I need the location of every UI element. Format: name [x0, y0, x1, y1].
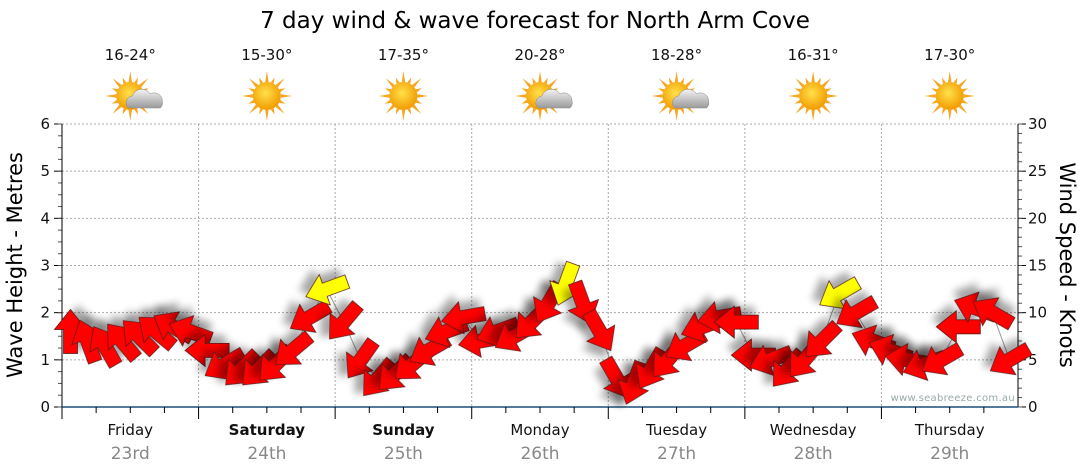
left-tick-label: 1 — [40, 351, 50, 369]
wind-arrow — [972, 297, 1016, 331]
cloud-shape — [125, 88, 163, 109]
left-axis-label: Wave Height - Metres — [3, 152, 27, 378]
wind-arrow — [329, 300, 364, 340]
sun-cloud-icon — [105, 71, 163, 121]
cloud-shape — [535, 88, 573, 109]
right-tick-label: 15 — [1028, 257, 1047, 275]
wind-arrow — [989, 342, 1033, 376]
temperature-range: 16-31° — [788, 46, 839, 64]
wind-arrow — [53, 308, 88, 354]
left-tick-label: 0 — [40, 398, 50, 416]
sun-cloud-icon — [651, 71, 710, 121]
temperature-range: 16-24° — [105, 46, 156, 64]
wind-arrow — [184, 333, 230, 368]
temperature-range: 15-30° — [241, 46, 292, 64]
wind-arrow-strong — [305, 273, 351, 306]
day-label: Sunday — [372, 421, 435, 439]
right-tick-label: 10 — [1028, 304, 1047, 322]
wind-arrow — [107, 323, 142, 363]
wind-arrow — [935, 309, 981, 344]
date-label: 25th — [384, 444, 423, 464]
wind-arrow-strong — [819, 276, 862, 310]
day-label: Tuesday — [645, 421, 707, 439]
wind-arrow — [713, 305, 759, 339]
right-tick-label: 20 — [1028, 209, 1047, 227]
wind-arrow — [749, 344, 795, 377]
left-tick-label: 3 — [40, 257, 50, 275]
wind-arrow — [275, 330, 315, 365]
sun-icon — [241, 71, 292, 121]
day-label: Saturday — [229, 421, 306, 439]
right-tick-label: 30 — [1028, 115, 1047, 133]
wind-arrow — [836, 295, 879, 329]
temperature-range: 18-28° — [651, 46, 702, 64]
date-label: 24th — [247, 444, 286, 464]
wind-arrow — [122, 320, 160, 358]
sun-icon — [924, 71, 975, 121]
wind-arrow — [730, 338, 776, 372]
date-label: 29th — [930, 444, 969, 464]
sun-icon — [788, 71, 839, 121]
sun-icon — [378, 71, 429, 121]
sun-cloud-icon — [515, 71, 573, 121]
wind-arrow — [346, 337, 380, 379]
wind-arrow — [440, 301, 487, 335]
left-tick-label: 2 — [40, 304, 50, 322]
day-label: Wednesday — [770, 421, 857, 439]
left-tick-label: 4 — [40, 209, 50, 227]
day-label: Friday — [108, 421, 154, 439]
right-tick-label: 0 — [1028, 398, 1038, 416]
date-label: 27th — [657, 444, 696, 464]
right-tick-label: 5 — [1028, 351, 1038, 369]
wind-arrow — [138, 316, 178, 352]
temperature-range: 17-30° — [924, 46, 975, 64]
watermark: www.seabreeze.com.au — [891, 393, 1015, 404]
wind-arrow — [805, 319, 843, 358]
wind-arrow — [921, 342, 965, 376]
cloud-shape — [672, 88, 710, 109]
right-tick-label: 25 — [1028, 162, 1047, 180]
day-label: Monday — [510, 421, 569, 439]
chart-title: 7 day wind & wave forecast for North Arm… — [260, 8, 810, 34]
left-tick-label: 5 — [40, 162, 50, 180]
right-axis-label: Wind Speed - Knots — [1055, 162, 1079, 367]
wind-arrow — [289, 299, 333, 333]
left-tick-label: 6 — [40, 115, 50, 133]
temperature-range: 17-35° — [378, 46, 429, 64]
date-label: 26th — [520, 444, 559, 464]
wind-arrow — [582, 308, 616, 352]
date-label: 28th — [794, 444, 833, 464]
day-label: Thursday — [914, 421, 985, 439]
date-label: 23rd — [111, 444, 150, 464]
temperature-range: 20-28° — [514, 46, 565, 64]
